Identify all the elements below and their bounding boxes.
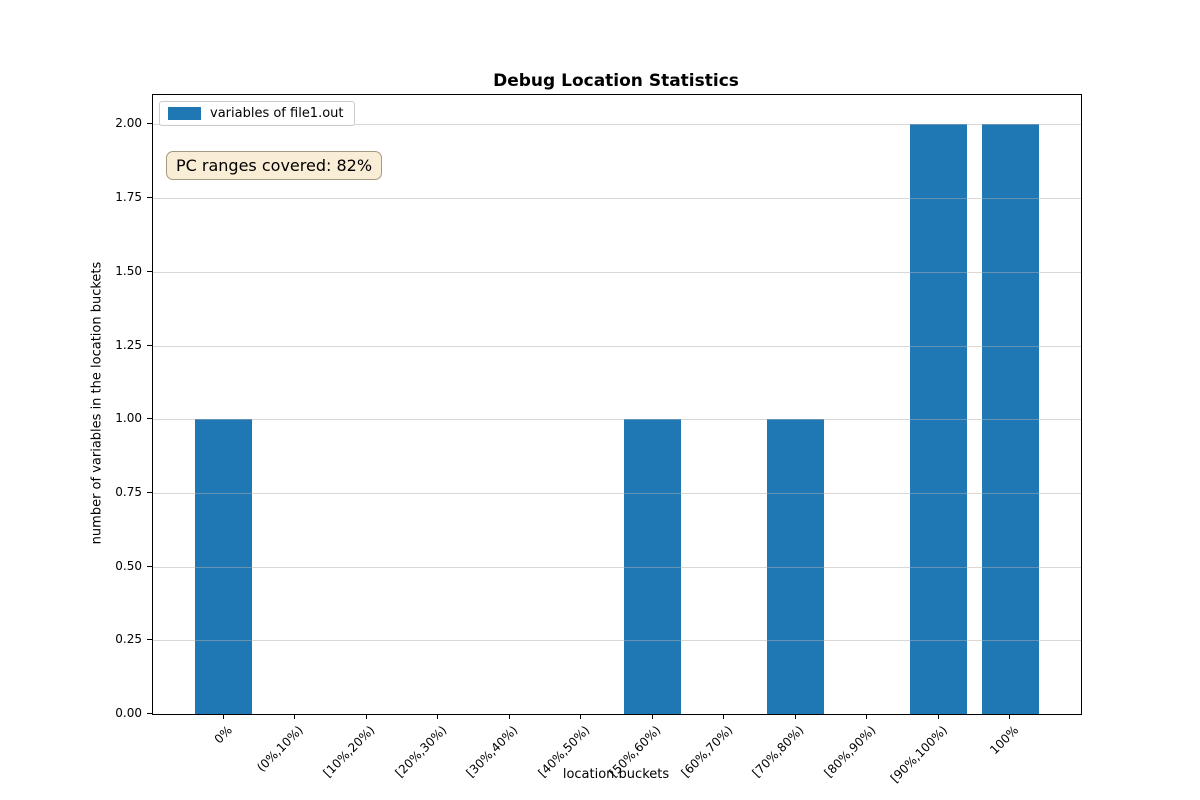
- x-tick-mark: [794, 714, 796, 719]
- y-tick-label: 1.00: [115, 411, 142, 426]
- legend-label: variables of file1.out: [210, 106, 344, 121]
- bar-[70%,80%): [767, 419, 825, 714]
- x-tick-mark: [723, 714, 725, 719]
- legend-swatch: [168, 107, 201, 120]
- chart-title: Debug Location Statistics: [493, 71, 739, 91]
- y-tick-label: 0.25: [115, 632, 142, 647]
- gridline: [153, 271, 1081, 273]
- gridline: [153, 640, 1081, 642]
- y-tick-mark: [147, 123, 152, 125]
- bar-0%: [195, 419, 253, 714]
- x-tick-mark: [580, 714, 582, 719]
- y-tick-mark: [147, 713, 152, 714]
- y-tick-label: 0.00: [115, 706, 142, 720]
- bar-[50%,60%): [624, 419, 682, 714]
- y-tick-label: 1.75: [115, 190, 142, 205]
- y-tick-label: 2.00: [115, 116, 142, 131]
- y-tick-mark: [147, 639, 152, 641]
- x-tick-mark: [1009, 714, 1011, 719]
- y-tick-mark: [147, 491, 152, 493]
- y-tick-mark: [147, 344, 152, 346]
- x-axis-label: location buckets: [562, 767, 670, 782]
- y-axis-label: number of variables in the location buck…: [89, 261, 105, 545]
- y-tick-label: 0.75: [115, 484, 142, 499]
- x-tick-mark: [651, 714, 653, 719]
- y-tick-mark: [147, 418, 152, 420]
- x-tick-label: 100%: [986, 723, 1022, 758]
- y-tick-mark: [147, 270, 152, 272]
- gridline: [153, 566, 1081, 568]
- gridline: [153, 198, 1081, 200]
- x-tick-mark: [222, 714, 224, 719]
- bars-layer: [153, 95, 1081, 714]
- bar-[90%,100%): [910, 124, 968, 714]
- y-tick-mark: [147, 565, 152, 567]
- x-tick-label: 0%: [211, 723, 235, 747]
- y-tick-label: 0.50: [115, 558, 142, 573]
- y-tick-mark: [147, 197, 152, 199]
- x-tick-mark: [937, 714, 939, 719]
- x-tick-mark: [508, 714, 510, 719]
- pc-ranges-annotation: PC ranges covered: 82%: [166, 151, 383, 181]
- x-tick-mark: [437, 714, 439, 719]
- gridline: [153, 492, 1081, 494]
- gridline: [153, 419, 1081, 421]
- bar-100%: [981, 124, 1039, 714]
- plot-area: variables of file1.out PC ranges covered…: [152, 94, 1082, 715]
- y-tick-label: 1.50: [115, 263, 142, 278]
- legend: variables of file1.out: [159, 101, 355, 126]
- y-tick-label: 1.25: [115, 337, 142, 352]
- x-tick-mark: [294, 714, 296, 719]
- x-tick-mark: [866, 714, 868, 719]
- x-tick-mark: [365, 714, 367, 719]
- gridlines-layer: [153, 95, 1081, 714]
- gridline: [153, 345, 1081, 347]
